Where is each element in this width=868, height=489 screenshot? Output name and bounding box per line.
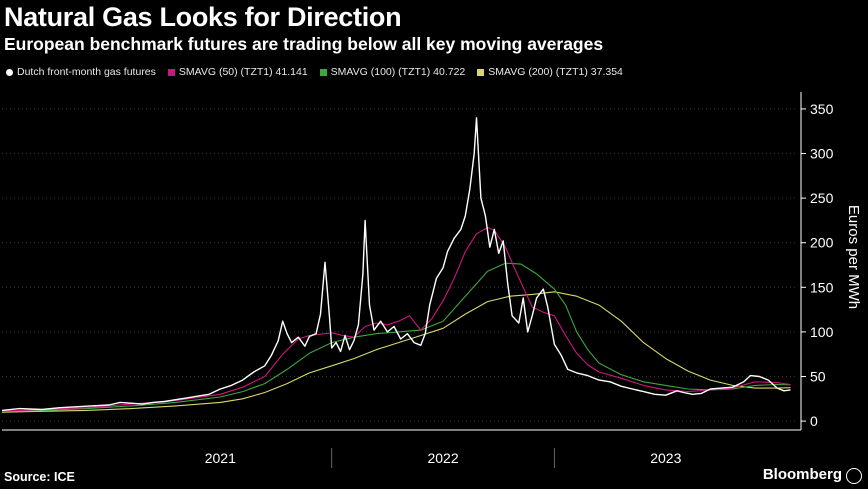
y-tick-label-350: 350 xyxy=(810,101,834,117)
y-tick-label-100: 100 xyxy=(810,324,834,340)
legend-swatch-sma100 xyxy=(319,68,327,76)
legend-swatch-price xyxy=(6,68,13,76)
sma50-line xyxy=(1,226,791,412)
chart-subtitle: European benchmark futures are trading b… xyxy=(4,34,604,54)
source-note: Source: ICE xyxy=(4,470,75,484)
y-tick-label-50: 50 xyxy=(810,368,826,384)
sma100-line xyxy=(1,262,791,412)
legend-item-sma50: SMAVG (50) (TZT1) 41.141 xyxy=(167,66,308,78)
bloomberg-mark-icon xyxy=(846,468,862,484)
bloomberg-logo: Bloomberg xyxy=(762,466,842,483)
x-tick-label-2021: 2021 xyxy=(205,450,236,466)
y-tick-label-300: 300 xyxy=(810,146,834,162)
x-tick-label-2023: 2023 xyxy=(650,450,681,466)
y-tick-label-0: 0 xyxy=(810,413,818,429)
legend-label-sma100: SMAVG (100) (TZT1) 40.722 xyxy=(330,66,466,78)
legend-item-sma200: SMAVG (200) (TZT1) 37.354 xyxy=(477,66,623,78)
legend-label-sma200: SMAVG (200) (TZT1) 37.354 xyxy=(488,66,623,78)
price-line xyxy=(1,117,791,412)
y-axis-title: Euros per MWh xyxy=(845,205,862,309)
legend-item-price: Dutch front-month gas futures xyxy=(6,66,156,78)
legend-item-sma100: SMAVG (100) (TZT1) 40.722 xyxy=(319,66,466,78)
sma200-line xyxy=(1,291,791,413)
chart-legend: Dutch front-month gas futures SMAVG (50)… xyxy=(6,66,623,78)
legend-label-price: Dutch front-month gas futures xyxy=(17,66,156,78)
y-tick-label-200: 200 xyxy=(810,235,834,251)
y-tick-label-250: 250 xyxy=(810,190,834,206)
chart-title: Natural Gas Looks for Direction xyxy=(4,2,402,32)
legend-label-sma50: SMAVG (50) (TZT1) 41.141 xyxy=(178,66,308,78)
y-tick-label-150: 150 xyxy=(810,279,834,295)
x-tick-label-2022: 2022 xyxy=(427,450,458,466)
legend-swatch-sma50 xyxy=(167,68,175,76)
legend-swatch-sma200 xyxy=(477,68,485,76)
